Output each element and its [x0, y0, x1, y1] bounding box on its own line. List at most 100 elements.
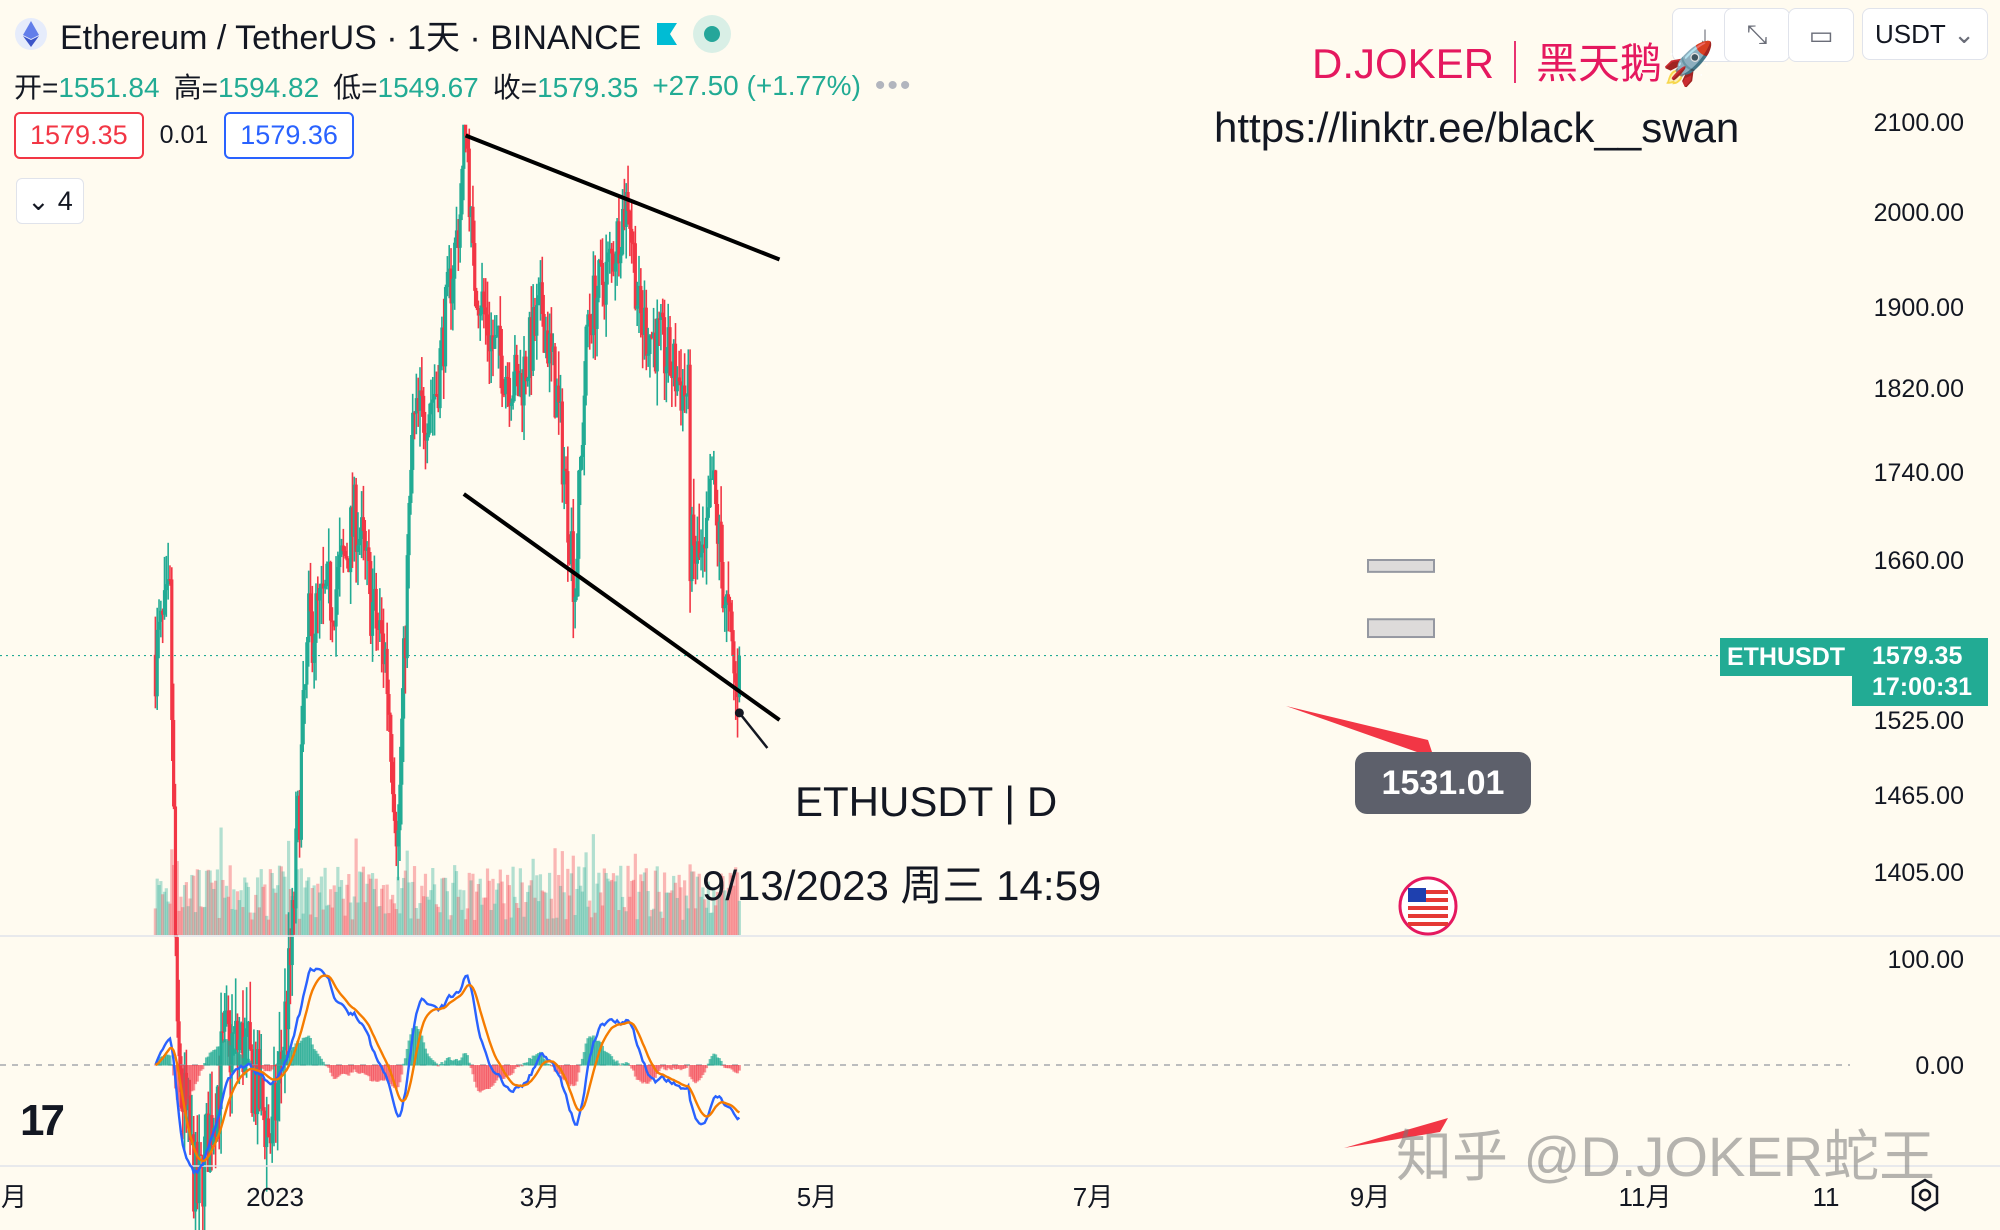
macd-histogram-bar: [695, 1065, 699, 1082]
macd-histogram-bar: [453, 1059, 457, 1066]
candle-body: [416, 398, 420, 411]
volume-bar: [464, 919, 468, 935]
volume-bar: [199, 906, 203, 935]
volume-bar: [732, 885, 736, 935]
candle-body: [686, 364, 690, 396]
candle-body: [577, 470, 581, 559]
volume-bar: [493, 903, 497, 935]
symbol-header[interactable]: Ethereum / TetherUS · 1天 · BINANCE: [14, 12, 732, 57]
volume-bar: [380, 888, 384, 935]
macd-histogram-bar: [250, 1065, 254, 1066]
close-label: 收=: [492, 72, 538, 103]
candle-body: [383, 648, 387, 665]
time-tick-label: 11月: [1619, 1182, 1672, 1212]
macd-histogram-bar: [314, 1050, 318, 1066]
volume-bar: [710, 912, 714, 935]
volume-bar: [544, 892, 548, 935]
symbol-title[interactable]: Ethereum / TetherUS · 1天 · BINANCE: [60, 18, 642, 57]
volume-bar: [204, 870, 209, 935]
volume-bar: [445, 891, 449, 935]
candle-body: [361, 517, 366, 531]
candle-body: [159, 610, 163, 622]
candle-body: [325, 563, 329, 587]
candle-body: [529, 317, 533, 371]
candle-body: [235, 1020, 240, 1051]
candle-body: [274, 1082, 278, 1121]
candle-body: [661, 312, 665, 318]
volume-bar: [334, 891, 338, 935]
volume-bar: [664, 892, 668, 935]
candle-body: [341, 545, 345, 551]
volume-bar: [509, 917, 513, 935]
volume-bar: [438, 912, 442, 935]
candle-body: [389, 714, 393, 762]
candle-body: [504, 376, 508, 395]
volume-bar: [257, 907, 261, 935]
price-zone: [1367, 618, 1435, 639]
macd-histogram-bar: [201, 1065, 205, 1070]
candle-body: [516, 370, 521, 397]
candle-body: [350, 507, 355, 537]
macd-histogram-bar: [458, 1060, 462, 1066]
macd-histogram-bar: [517, 1065, 521, 1068]
volume-bar: [425, 896, 429, 935]
macd-histogram-bar: [170, 1064, 174, 1066]
flag-icon[interactable]: [653, 20, 681, 48]
candle-body: [673, 343, 678, 392]
screenshot-button[interactable]: ▭: [1788, 8, 1854, 62]
candle-body: [177, 1021, 181, 1057]
volume-bar: [737, 900, 741, 935]
candle-body: [186, 1095, 190, 1111]
macd-histogram-bar: [555, 1065, 559, 1073]
volume-bar: [715, 891, 720, 935]
candle-body: [593, 275, 597, 329]
volume-bar: [606, 878, 610, 935]
candle-body: [246, 1022, 251, 1029]
macd-histogram-bar: [686, 1064, 690, 1066]
macd-histogram-bar: [246, 1058, 250, 1066]
macd-histogram-bar: [423, 1048, 427, 1066]
candle-body: [221, 1031, 225, 1033]
macd-histogram-bar: [677, 1065, 681, 1069]
price-tick-label: 1740.00: [1874, 459, 1964, 487]
volume-bar: [473, 919, 477, 935]
macd-pane: [153, 966, 741, 1175]
macd-histogram-bar: [252, 1065, 256, 1067]
candle-body: [349, 507, 353, 573]
volume-bar: [451, 882, 455, 935]
indicators-toggle[interactable]: ⌄ 4: [16, 178, 84, 224]
sell-button[interactable]: 1579.35: [14, 112, 144, 159]
candle-body: [270, 1116, 274, 1144]
macd-histogram-bar: [340, 1065, 344, 1075]
settings-icon[interactable]: [1908, 1178, 1942, 1212]
macd-histogram-bar: [717, 1058, 721, 1066]
volume-bar: [370, 873, 375, 935]
candle-body: [396, 830, 400, 847]
macd-histogram-bar: [509, 1065, 513, 1075]
volume-bar: [662, 872, 667, 935]
fullscreen-button[interactable]: ⤡: [1724, 8, 1790, 62]
brand-link[interactable]: https://linktr.ee/black__swan: [1214, 104, 1740, 151]
macd-histogram-bar: [371, 1065, 375, 1082]
macd-histogram-bar: [245, 1058, 249, 1066]
currency-select[interactable]: USDT ⌄: [1862, 8, 1988, 60]
candle-body: [412, 412, 417, 415]
more-icon[interactable]: •••: [874, 69, 913, 102]
macd-histogram-bar: [460, 1057, 464, 1066]
volume-bar: [484, 897, 488, 935]
volume-bar: [197, 870, 201, 935]
macd-histogram-bar: [259, 1065, 263, 1068]
macd-histogram-bar: [310, 1044, 314, 1066]
tradingview-logo[interactable]: 17: [20, 1096, 65, 1145]
buy-button[interactable]: 1579.36: [224, 112, 354, 159]
macd-histogram-bar: [524, 1062, 528, 1066]
candle-body: [588, 314, 592, 320]
volume-bar: [195, 869, 199, 935]
volume-bar: [504, 919, 508, 935]
volume-bar: [726, 887, 731, 935]
candle-body: [575, 558, 579, 597]
candle-body: [411, 412, 415, 470]
candle-body: [272, 1082, 276, 1117]
macd-histogram-bar: [268, 1065, 272, 1072]
